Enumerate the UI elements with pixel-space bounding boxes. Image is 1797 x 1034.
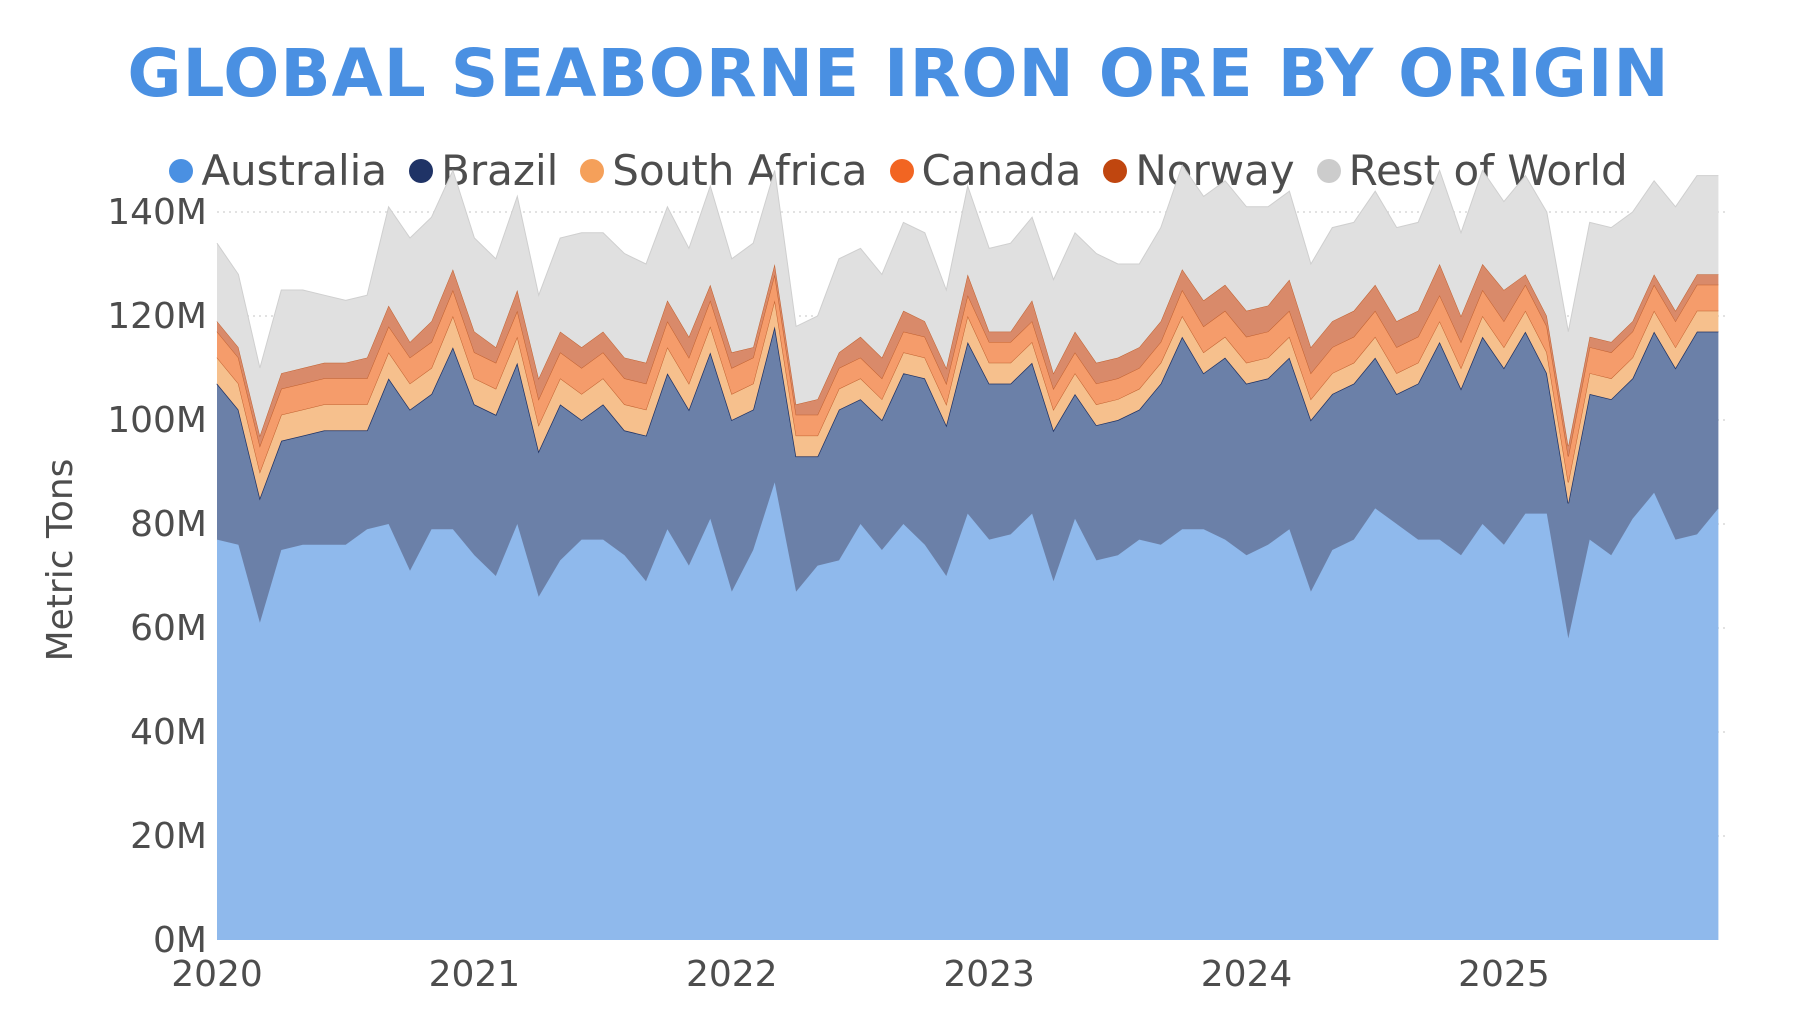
x-tick-label: 2023 [943,954,1035,995]
y-tick-label: 140M [107,192,207,233]
x-tick-label: 2025 [1458,954,1550,995]
legend-label: Norway [1135,146,1295,195]
y-tick-label: 40M [130,712,207,753]
legend-label: South Africa [612,146,868,195]
x-tick-label: 2022 [686,954,778,995]
y-tick-label: 100M [107,400,207,441]
legend-item: Canada [889,146,1082,195]
legend-swatch [580,158,605,183]
y-tick-label: 60M [130,608,207,649]
x-tick-label: 2024 [1201,954,1293,995]
legend-swatch [1316,158,1341,183]
area-australia [217,482,1719,940]
legend-swatch [889,158,914,183]
legend-swatch [169,158,194,183]
x-tick-label: 2020 [171,954,263,995]
legend-item: Norway [1103,146,1295,195]
legend-label: Canada [921,146,1082,195]
legend-swatch [1103,158,1128,183]
series-line-rest-of-world [216,164,1719,369]
area-brazil [217,326,1719,639]
legend-label: Brazil [441,146,559,195]
chart-title: GLOBAL SEABORNE IRON ORE BY ORIGIN [127,35,1670,112]
legend-item: South Africa [580,146,868,195]
area-rest-of-world [217,165,1719,446]
y-tick-label: 0M [153,920,207,961]
area-south-africa [217,300,1719,504]
x-tick-label: 2021 [429,954,521,995]
legend-swatch [409,158,434,183]
area-canada [217,274,1719,483]
y-tick-label: 120M [107,296,207,337]
legend-item: Australia [169,146,387,195]
y-tick-label: 20M [130,816,207,857]
legend-label: Australia [201,146,388,195]
y-axis-title: Metric Tons [40,459,81,662]
legend-item: Brazil [409,146,558,195]
y-tick-label: 80M [130,504,207,545]
